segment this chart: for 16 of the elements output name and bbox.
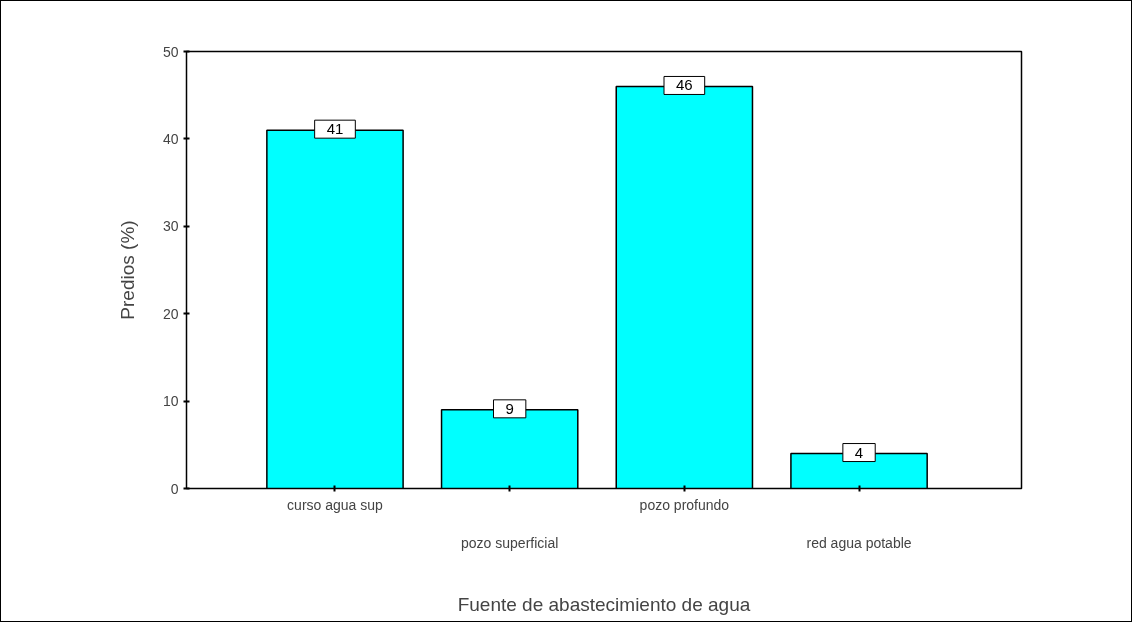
y-tick-label: 40: [162, 130, 179, 147]
x-tick-label: red agua potable: [806, 534, 912, 551]
data-label: 46: [676, 76, 693, 94]
y-tick-label: 50: [162, 43, 179, 60]
x-axis-title: Fuente de abastecimiento de agua: [457, 593, 751, 615]
x-tick-label: pozo superficial: [461, 534, 559, 551]
y-axis-title: Predios (%): [116, 220, 138, 320]
data-label: 9: [505, 399, 514, 417]
data-label: 41: [326, 120, 344, 138]
y-tick-label: 0: [170, 480, 179, 497]
x-tick-label: pozo profundo: [639, 496, 730, 513]
y-tick-label: 10: [162, 393, 179, 410]
y-tick-label: 30: [162, 218, 179, 235]
data-label: 4: [854, 443, 864, 461]
y-tick-label: 20: [162, 305, 179, 322]
x-tick-label: curso agua sup: [287, 496, 384, 513]
